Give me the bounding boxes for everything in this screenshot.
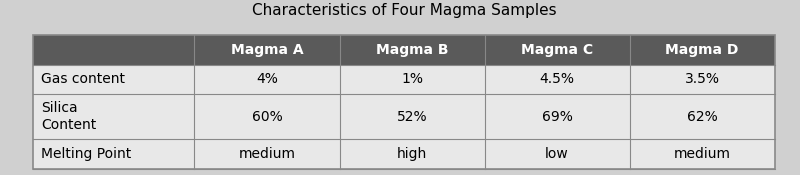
Text: 1%: 1% [401, 72, 423, 86]
Text: 3.5%: 3.5% [685, 72, 720, 86]
Text: 4.5%: 4.5% [540, 72, 574, 86]
FancyBboxPatch shape [34, 65, 774, 94]
Text: 60%: 60% [252, 110, 282, 124]
Text: Gas content: Gas content [42, 72, 126, 86]
Text: 69%: 69% [542, 110, 573, 124]
Text: medium: medium [238, 147, 295, 161]
Text: 52%: 52% [397, 110, 427, 124]
Text: 4%: 4% [256, 72, 278, 86]
Text: Magma C: Magma C [521, 43, 593, 57]
Text: Magma D: Magma D [666, 43, 739, 57]
Text: low: low [546, 147, 569, 161]
Text: Silica
Content: Silica Content [42, 102, 97, 132]
Text: Melting Point: Melting Point [42, 147, 131, 161]
Text: 62%: 62% [686, 110, 718, 124]
Text: Magma B: Magma B [376, 43, 448, 57]
Text: Characteristics of Four Magma Samples: Characteristics of Four Magma Samples [252, 3, 556, 18]
Text: medium: medium [674, 147, 730, 161]
Text: Magma A: Magma A [230, 43, 303, 57]
Text: high: high [397, 147, 427, 161]
FancyBboxPatch shape [34, 139, 774, 169]
FancyBboxPatch shape [34, 94, 774, 139]
FancyBboxPatch shape [34, 35, 774, 65]
